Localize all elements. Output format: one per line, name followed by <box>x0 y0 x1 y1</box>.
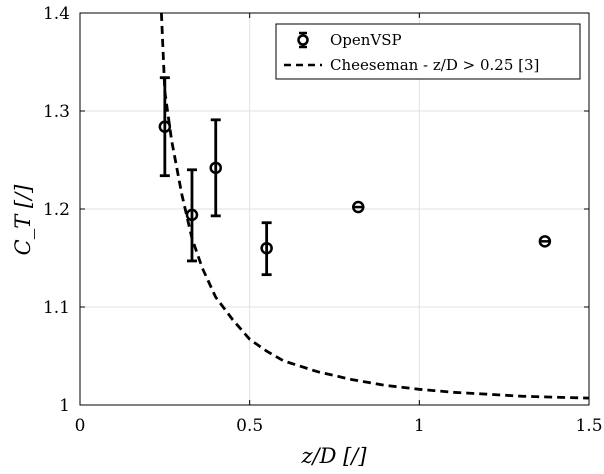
openvsp-point <box>260 221 273 277</box>
x-tick-label: 1 <box>414 416 425 436</box>
y-tick-label: 1 <box>59 396 70 416</box>
x-axis-label: z/D [/] <box>300 444 367 468</box>
y-tick-label: 1.1 <box>43 298 70 318</box>
y-tick-label: 1.3 <box>43 102 70 122</box>
y-axis-label: C_T [/] <box>11 184 35 256</box>
cheeseman-curve <box>160 12 590 400</box>
legend-box <box>275 23 581 80</box>
openvsp-points <box>158 76 552 277</box>
x-tick-label: 0.5 <box>236 416 263 436</box>
openvsp-point <box>158 76 172 178</box>
openvsp-point <box>352 200 365 214</box>
openvsp-point <box>538 235 552 248</box>
y-tick-label: 1.2 <box>43 200 70 220</box>
point-marker <box>158 120 172 133</box>
ticks: 0 0.5 1 1.5 1 1.1 1.2 1.3 1.4 <box>43 4 603 436</box>
cheeseman-line <box>160 12 590 400</box>
x-tick-label: 1.5 <box>575 416 602 436</box>
point-marker <box>209 161 222 175</box>
legend-cheeseman-label: Cheeseman - z/D > 0.25 [3] <box>330 56 539 74</box>
openvsp-point <box>209 118 222 218</box>
openvsp-point <box>185 168 199 263</box>
point-marker <box>260 241 273 255</box>
point-marker <box>185 208 199 222</box>
y-tick-label: 1.4 <box>43 4 70 24</box>
x-tick-label: 0 <box>75 416 86 436</box>
axes-frame <box>79 12 590 406</box>
legend: OpenVSP Cheeseman - z/D > 0.25 [3] <box>275 23 581 80</box>
point-marker <box>352 200 365 214</box>
legend-openvsp-marker <box>297 31 309 49</box>
legend-openvsp-label: OpenVSP <box>330 31 402 49</box>
point-marker <box>538 235 552 248</box>
